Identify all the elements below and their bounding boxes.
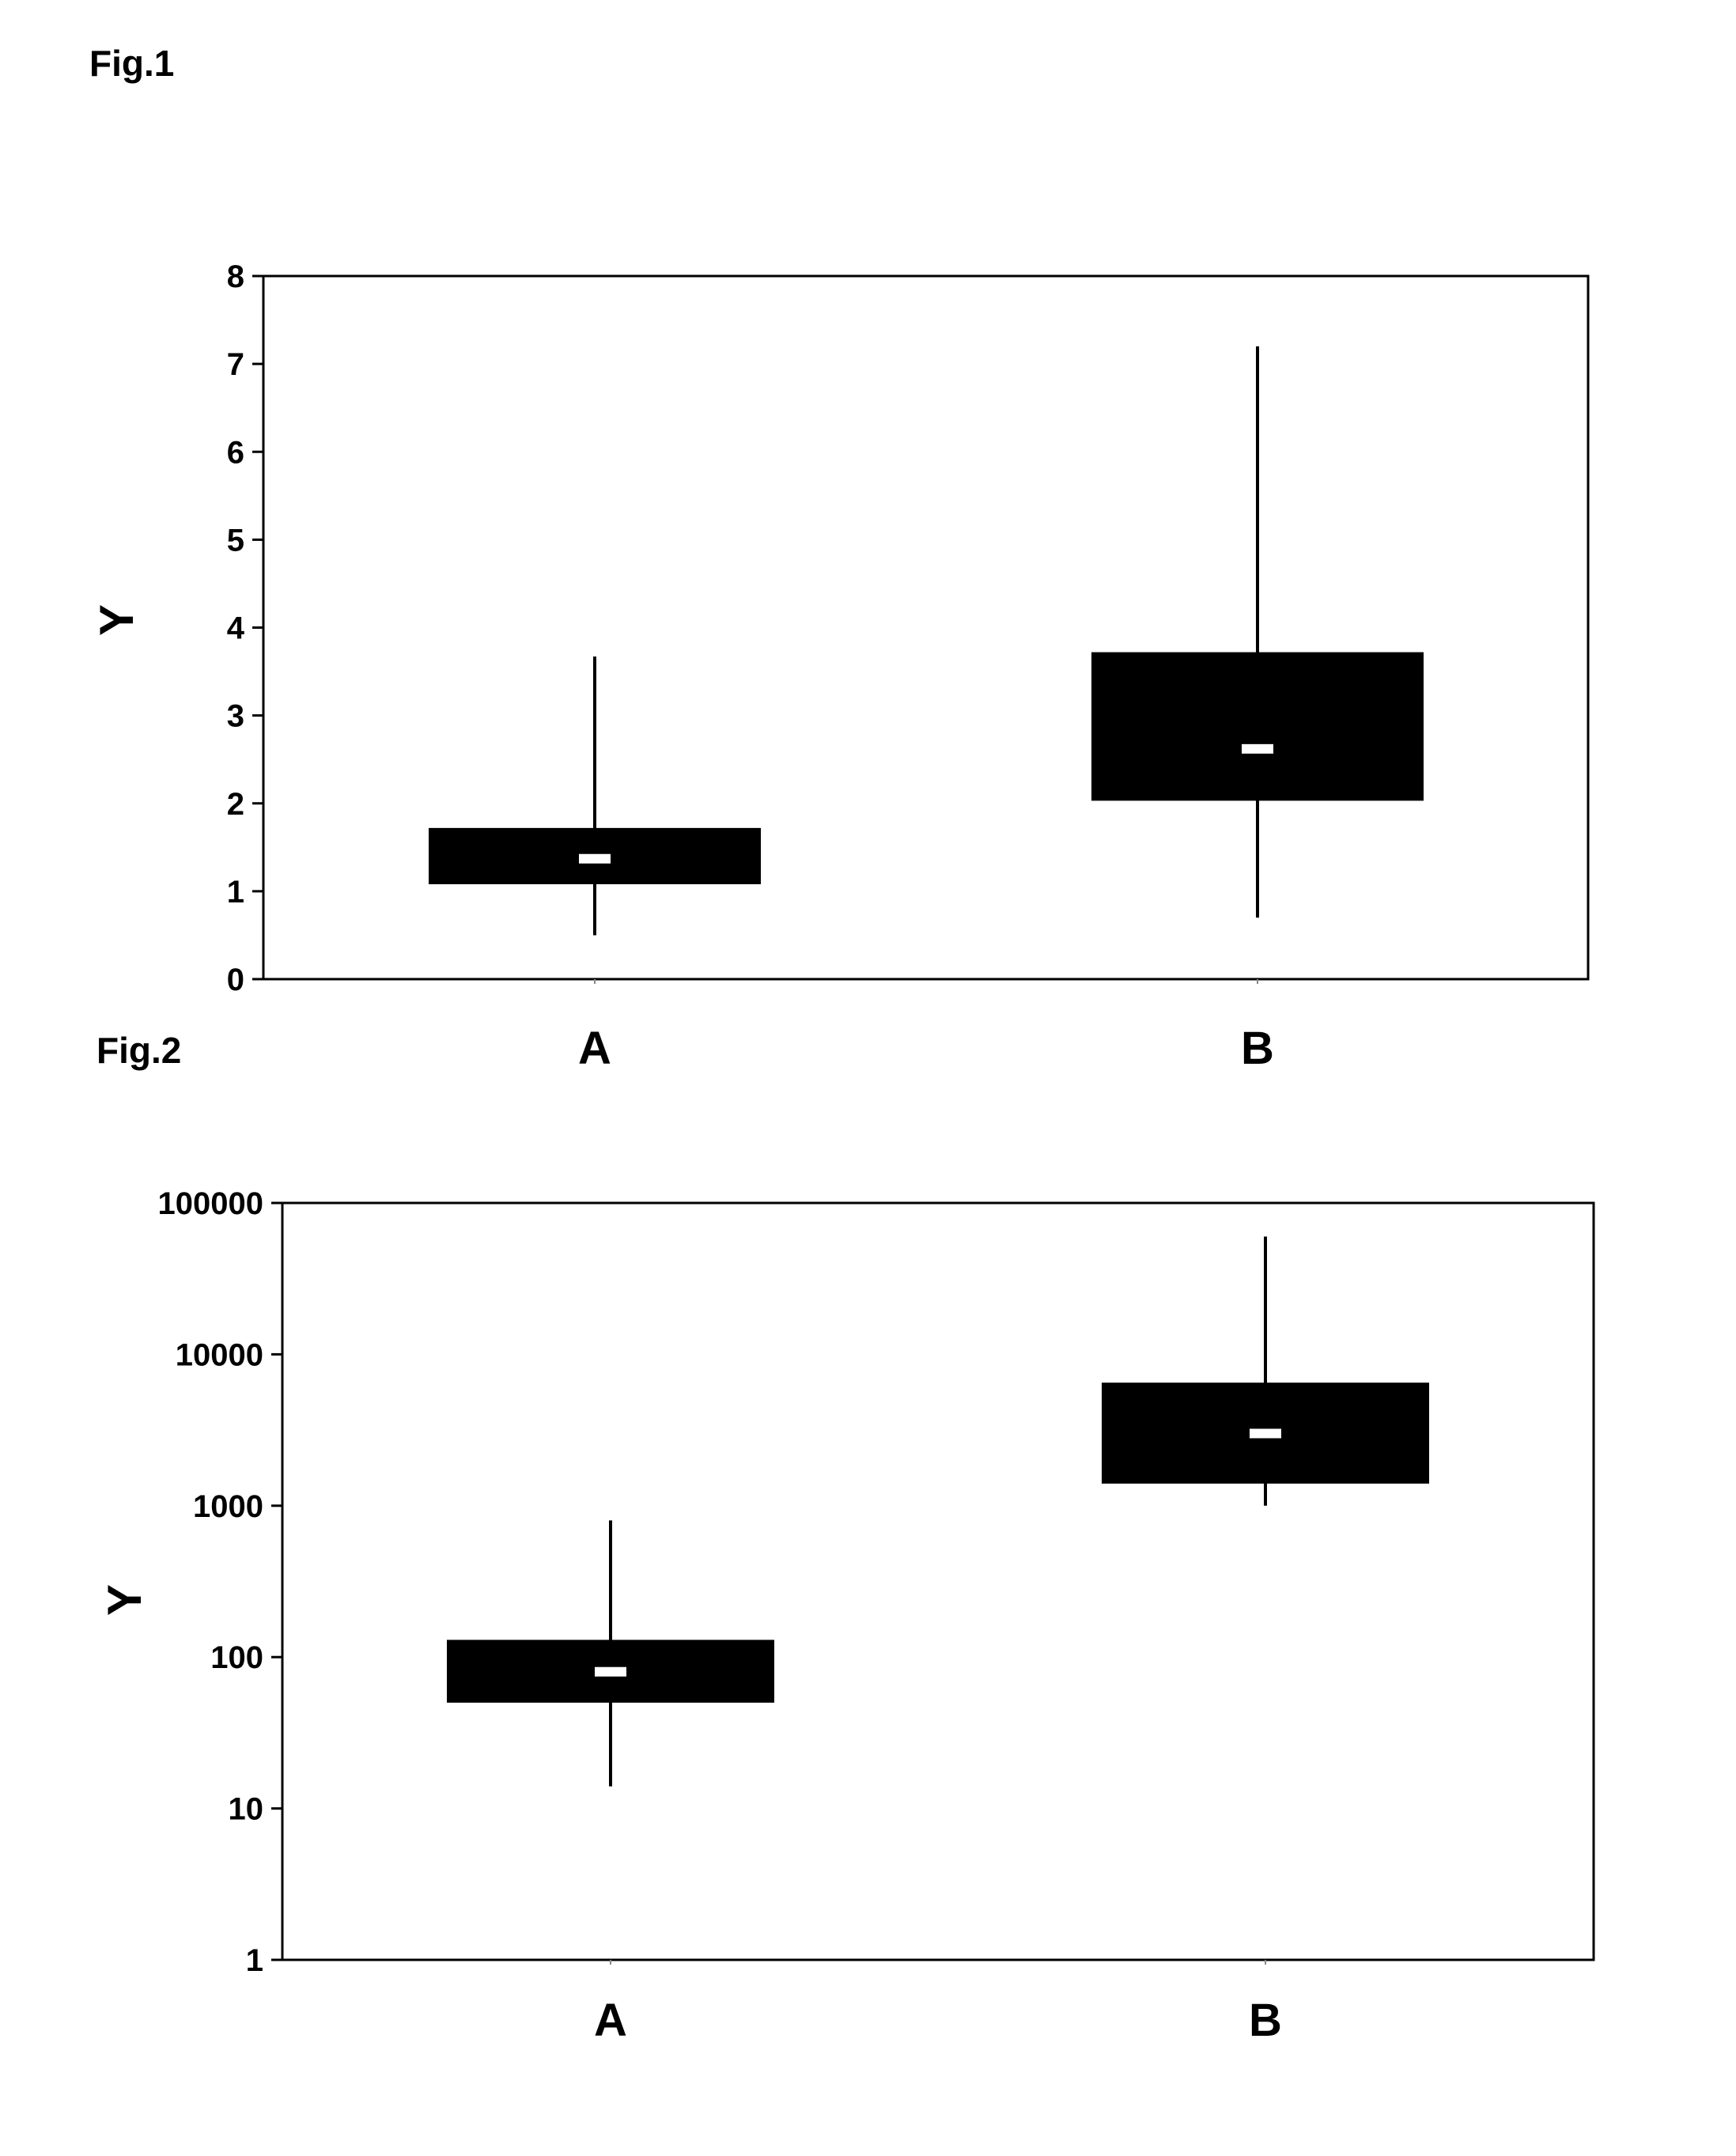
y-tick-label: 1000 (193, 1489, 263, 1524)
y-tick-label: 100 (210, 1640, 263, 1675)
x-category-label: A (594, 1995, 627, 2046)
plot-frame (282, 1203, 1594, 1960)
y-tick-label: 100000 (158, 1186, 263, 1221)
median-marker (595, 1667, 626, 1677)
y-axis-label: Y (98, 1584, 151, 1616)
y-tick-label: 1 (246, 1943, 263, 1978)
y-tick-label: 10 (229, 1792, 264, 1827)
y-tick-label: 10000 (176, 1337, 263, 1372)
x-category-label: B (1249, 1995, 1282, 2046)
median-marker (1250, 1428, 1281, 1438)
